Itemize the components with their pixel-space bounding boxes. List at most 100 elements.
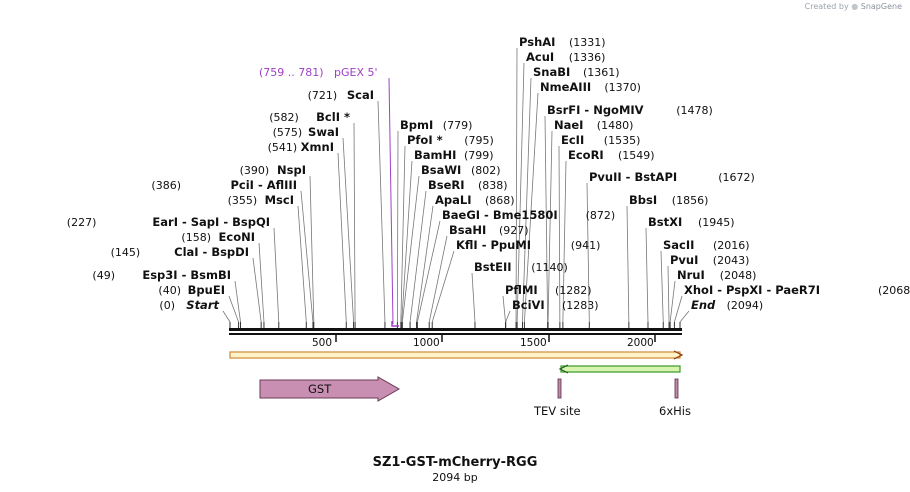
primer-line <box>388 77 394 325</box>
site-label[interactable]: (1331) PshAI <box>519 35 606 49</box>
site-label[interactable]: (582) BclI * <box>269 110 350 124</box>
site-position: (49) <box>92 269 115 282</box>
site-label[interactable]: (868) ApaLI <box>435 193 515 207</box>
site-position: (1336) <box>569 51 606 64</box>
site-position: (575) <box>273 126 303 139</box>
site-position: (386) <box>151 179 181 192</box>
primer-label: pGEX 5' <box>334 66 378 79</box>
site-label[interactable]: (1370) NmeAIII <box>540 80 641 94</box>
site-name: NmeAIII <box>540 80 591 94</box>
site-connector <box>416 205 434 323</box>
site-label[interactable]: (1140) BstEII <box>474 260 568 274</box>
site-connector <box>679 310 690 323</box>
6xhis-label: 6xHis <box>659 404 691 418</box>
site-label[interactable]: (40) BpuEI <box>158 283 225 297</box>
site-label[interactable]: (799) BamHI <box>414 148 494 162</box>
site-position: (838) <box>478 179 508 192</box>
site-name: BstXI <box>648 215 682 229</box>
site-name: SacII <box>663 238 694 252</box>
site-position: (799) <box>464 149 494 162</box>
site-label[interactable]: (1282) PflMI <box>505 283 592 297</box>
site-label[interactable]: (941) KflI - PpuMI <box>456 238 600 252</box>
site-label[interactable]: (1336) AcuI <box>526 50 605 64</box>
site-label[interactable]: (227) EarI - SapI - BspQI <box>67 215 270 229</box>
site-label[interactable]: (2016) SacII <box>663 238 750 252</box>
site-connector <box>431 250 455 323</box>
tick-label-2000: 2000 <box>627 337 654 349</box>
feature-tev-site[interactable]: TEV site <box>533 378 581 418</box>
site-label[interactable]: (49) Esp3I - BsmBI <box>92 268 231 282</box>
site-name: PflMI <box>505 283 538 297</box>
tick-label-1500: 1500 <box>520 337 547 349</box>
site-name: NspI <box>277 163 306 177</box>
primer-pgex5[interactable]: (759 .. 781) pGEX 5' <box>259 66 399 327</box>
site-label[interactable]: (145) ClaI - BspDI <box>111 245 249 259</box>
site-label[interactable]: (1478) BsrFI - NgoMIV <box>547 103 713 117</box>
feature-6xhis[interactable]: 6xHis <box>659 378 691 418</box>
site-connector <box>471 272 476 323</box>
site-label[interactable]: (2048) NruI <box>677 268 756 282</box>
backbone-strand-bottom <box>229 333 682 335</box>
rgg-bar <box>560 365 681 373</box>
site-label[interactable]: (390) NspI <box>240 163 306 177</box>
site-connector <box>252 257 262 323</box>
site-name: ScaI <box>347 88 374 102</box>
site-label[interactable]: (721) ScaI <box>308 88 374 102</box>
site-position: (802) <box>471 164 501 177</box>
site-label[interactable]: (1549) EcoRI <box>568 148 655 162</box>
site-name: BstEII <box>474 260 512 274</box>
site-position: (2094) <box>727 299 764 312</box>
feature-rgg[interactable] <box>558 364 681 374</box>
site-label[interactable]: (1856) BbsI <box>629 193 708 207</box>
credit-brand: SnapGene <box>860 2 902 11</box>
site-name: KflI - PpuMI <box>456 238 531 252</box>
primer-range: (759 .. 781) <box>259 66 324 79</box>
site-label[interactable]: (1672) PvuII - BstAPI <box>589 170 755 184</box>
site-name: BpmI <box>400 118 433 132</box>
site-label[interactable]: (872) BaeGI - Bme1580I <box>442 208 615 222</box>
site-name: BaeGI - Bme1580I <box>442 208 558 222</box>
site-name: BpuEI <box>188 283 225 297</box>
site-label[interactable]: (158) EcoNI <box>181 230 255 244</box>
site-label[interactable]: (2094) End <box>691 298 763 312</box>
site-label[interactable]: (838) BseRI <box>428 178 508 192</box>
site-connector <box>297 205 307 323</box>
site-label[interactable]: (575) SwaI <box>273 125 339 139</box>
snapgene-credit: Created by ● SnapGene <box>805 2 902 11</box>
site-position: (1331) <box>569 36 606 49</box>
site-position: (145) <box>111 246 141 259</box>
site-connector <box>401 160 413 323</box>
site-label[interactable]: (386) PciI - AflIII <box>151 178 297 192</box>
feature-gst[interactable]: GST <box>259 376 401 402</box>
site-name: BsrFI - NgoMIV <box>547 103 644 117</box>
site-label[interactable]: (541) XmnI <box>268 140 334 154</box>
site-connector <box>674 295 683 323</box>
site-label[interactable]: (355) MscI <box>228 193 294 207</box>
snapgene-logo-icon: ● <box>851 2 859 11</box>
credit-prefix: Created by <box>804 2 849 11</box>
site-name: NruI <box>677 268 705 282</box>
site-position: (721) <box>308 89 338 102</box>
site-label[interactable]: (1361) SnaBI <box>533 65 620 79</box>
site-label[interactable]: (1945) BstXI <box>648 215 735 229</box>
site-label[interactable]: (1480) NaeI <box>554 118 633 132</box>
feature-mcherry[interactable] <box>229 350 684 360</box>
site-label[interactable]: (795) PfoI * <box>407 133 494 147</box>
scale-ticks: 500 1000 1500 2000 <box>312 335 656 349</box>
site-label[interactable]: (1283) BciVI <box>512 298 599 312</box>
map-length: 2094 bp <box>432 471 477 484</box>
site-label[interactable]: (779) BpmI <box>400 118 472 132</box>
site-label[interactable]: (927) BsaHI <box>449 223 529 237</box>
site-position: (2043) <box>713 254 750 267</box>
site-label[interactable]: (802) BsaWI <box>421 163 501 177</box>
site-label[interactable]: (1535) EcII <box>561 133 640 147</box>
site-label[interactable]: (2068) XhoI - PspXI - PaeR7I <box>684 283 910 297</box>
site-connector <box>337 152 347 323</box>
site-connector <box>258 242 265 323</box>
site-connector <box>515 47 518 323</box>
site-position: (1480) <box>597 119 634 132</box>
site-label[interactable]: (2043) PvuI <box>670 253 749 267</box>
site-position: (1549) <box>618 149 655 162</box>
site-label[interactable]: (0) Start <box>159 298 219 312</box>
